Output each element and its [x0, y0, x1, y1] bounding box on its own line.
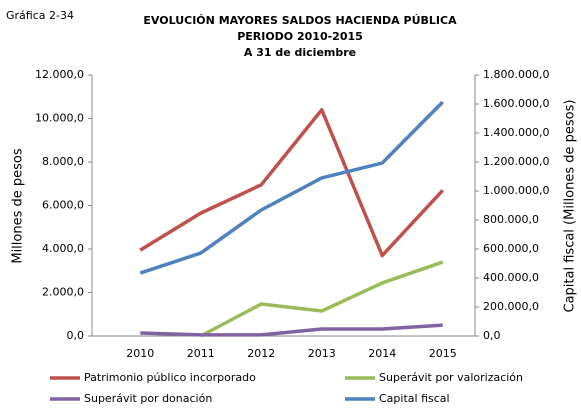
- x-tick-label: 2012: [247, 347, 275, 360]
- legend-label: Patrimonio público incorporado: [84, 371, 256, 384]
- y-tick-label: 6.000,0: [42, 199, 84, 212]
- y-tick-label: 2.000,0: [42, 286, 84, 299]
- figure-label: Gráfica 2-34: [6, 9, 74, 22]
- y2-axis-label: Capital fiscal (Millones de pesos): [563, 100, 578, 313]
- legend-label: Superávit por donación: [84, 392, 212, 405]
- legend-label: Capital fiscal: [379, 392, 450, 405]
- y2-tick-label: 0,0: [483, 329, 501, 342]
- y-tick-label: 8.000,0: [42, 155, 84, 168]
- y-tick-label: 12.000,0: [35, 68, 84, 81]
- y2-tick-label: 1.600.000,0: [483, 97, 549, 110]
- y2-tick-label: 200.000,0: [483, 300, 539, 313]
- y-tick-label: 0,0: [67, 329, 85, 342]
- series-line: [139, 100, 444, 275]
- y2-tick-label: 600.000,0: [483, 242, 539, 255]
- chart-title: A 31 de diciembre: [244, 46, 356, 59]
- y-tick-label: 4.000,0: [42, 242, 84, 255]
- y-axis-label: Millones de pesos: [11, 148, 26, 264]
- x-tick-label: 2013: [308, 347, 336, 360]
- y2-tick-label: 1.000.000,0: [483, 184, 549, 197]
- y-tick-label: 10.000,0: [35, 112, 84, 125]
- y2-tick-label: 1.200.000,0: [483, 155, 549, 168]
- x-tick-label: 2015: [429, 347, 457, 360]
- series-line: [140, 323, 443, 337]
- y2-tick-label: 1.800.000,0: [483, 68, 549, 81]
- chart-title: PERIODO 2010-2015: [237, 30, 363, 43]
- legend-label: Superávit por valorización: [379, 371, 523, 384]
- x-tick-label: 2014: [368, 347, 396, 360]
- series-line: [139, 108, 445, 258]
- chart-title: EVOLUCIÓN MAYORES SALDOS HACIENDA PÚBLIC…: [143, 14, 457, 27]
- x-tick-label: 2010: [126, 347, 154, 360]
- x-tick-label: 2011: [187, 347, 215, 360]
- series-line: [199, 260, 444, 338]
- y2-tick-label: 1.400.000,0: [483, 126, 549, 139]
- y2-tick-label: 800.000,0: [483, 213, 539, 226]
- y2-tick-label: 400.000,0: [483, 271, 539, 284]
